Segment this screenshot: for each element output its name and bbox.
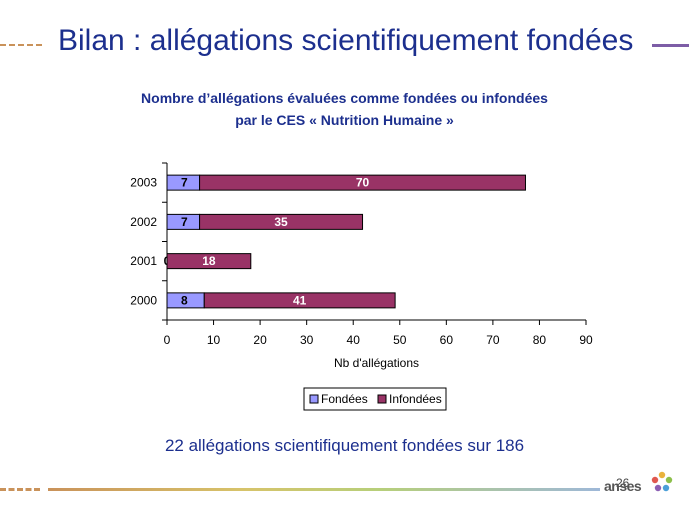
legend-swatch bbox=[377, 394, 387, 404]
data-label: 35 bbox=[274, 215, 288, 229]
brand-logo-icon bbox=[651, 471, 673, 492]
bar-segment-infondees bbox=[203, 292, 396, 309]
x-tick-label: 40 bbox=[347, 333, 361, 347]
title-decoration-right bbox=[652, 44, 689, 47]
data-label: 18 bbox=[202, 254, 216, 268]
bar-segment-infondees bbox=[199, 213, 364, 230]
x-axis-label: Nb d'allégations bbox=[334, 356, 419, 370]
chart-subtitle-line1: Nombre d’allégations évaluées comme fond… bbox=[141, 90, 548, 106]
legend-label: Fondées bbox=[321, 392, 368, 406]
data-label: 8 bbox=[181, 293, 188, 307]
brand-name: anses bbox=[604, 478, 642, 494]
y-category-label: 2003 bbox=[130, 176, 157, 190]
title-decoration-left bbox=[0, 44, 42, 46]
x-tick-label: 60 bbox=[440, 333, 454, 347]
x-tick-label: 90 bbox=[579, 333, 593, 347]
x-tick-label: 20 bbox=[253, 333, 267, 347]
x-tick-label: 10 bbox=[207, 333, 221, 347]
stacked-bar-chart: 0102030405060708090200377020027352001018… bbox=[130, 162, 593, 411]
bar-segment-infondees bbox=[199, 174, 526, 191]
legend-box bbox=[303, 387, 447, 411]
legend-swatch bbox=[309, 394, 319, 404]
y-category-label: 2000 bbox=[130, 293, 157, 307]
footer-decoration-left bbox=[0, 488, 40, 491]
page-number: 26 bbox=[616, 476, 630, 490]
data-label: 7 bbox=[181, 215, 188, 229]
x-tick-label: 30 bbox=[300, 333, 314, 347]
summary-text: 22 allégations scientifiquement fondées … bbox=[164, 436, 525, 455]
legend-label: Infondées bbox=[389, 392, 442, 406]
data-label: 70 bbox=[356, 176, 370, 190]
x-tick-label: 0 bbox=[164, 333, 171, 347]
chart-subtitle-line2: par le CES « Nutrition Humaine » bbox=[235, 112, 454, 128]
slide-title: Bilan : allégations scientifiquement fon… bbox=[58, 24, 634, 57]
bar-segment-infondees bbox=[166, 253, 252, 270]
data-label: 7 bbox=[181, 176, 188, 190]
x-tick-label: 50 bbox=[393, 333, 407, 347]
y-category-label: 2001 bbox=[130, 254, 157, 268]
x-tick-label: 70 bbox=[486, 333, 500, 347]
data-label: 41 bbox=[293, 293, 307, 307]
footer-decoration-line bbox=[48, 488, 600, 491]
y-category-label: 2002 bbox=[130, 215, 157, 229]
x-tick-label: 80 bbox=[533, 333, 547, 347]
